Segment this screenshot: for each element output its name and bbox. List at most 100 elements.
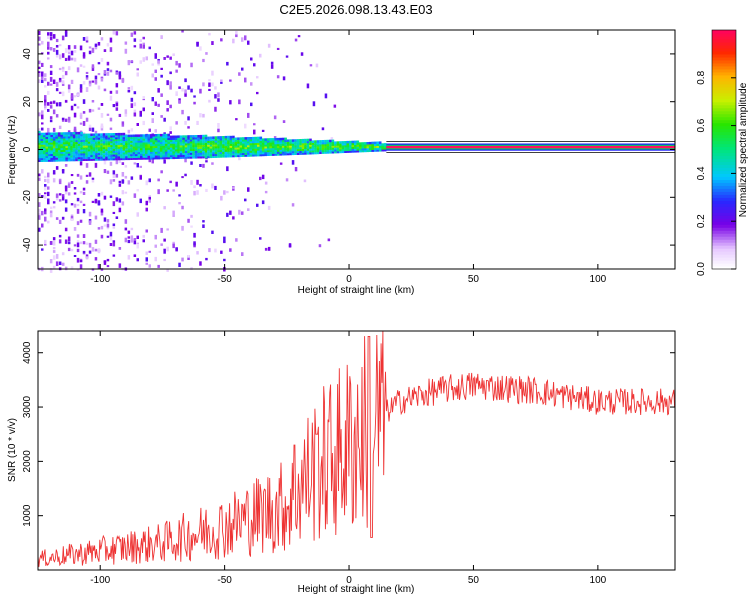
heatmap-cell xyxy=(286,149,290,152)
heatmap-cell xyxy=(48,149,51,153)
heatmap-cell xyxy=(70,50,74,56)
heatmap-cell xyxy=(90,156,93,159)
heatmap-cell xyxy=(339,143,342,146)
heatmap-cell xyxy=(217,145,220,149)
heatmap-cell xyxy=(109,95,113,101)
heatmap-cell xyxy=(82,203,86,206)
heatmap-cell xyxy=(105,133,108,136)
heatmap-cell xyxy=(197,146,200,149)
heatmap-cell xyxy=(219,155,223,158)
heatmap-cell xyxy=(199,261,202,266)
colorbar-cell xyxy=(712,92,736,97)
heatmap-cell xyxy=(257,136,260,140)
heatmap-cell xyxy=(174,145,178,148)
heatmap-cell xyxy=(57,145,61,149)
heatmap-cell xyxy=(291,145,295,148)
heatmap-cell xyxy=(209,136,213,139)
heatmap-cell xyxy=(211,183,214,189)
colorbar-tick-label: 0.8 xyxy=(696,70,707,84)
heatmap-cell xyxy=(150,141,153,145)
heatmap-cell xyxy=(197,135,200,138)
heatmap-cell xyxy=(133,112,137,117)
heatmap-cell xyxy=(163,238,166,242)
heatmap-cell xyxy=(112,140,116,144)
heatmap-cell xyxy=(364,142,367,145)
heatmap-cell xyxy=(127,134,131,138)
heatmap-cell xyxy=(70,139,73,143)
heatmap-cell xyxy=(55,217,59,220)
heatmap-cell xyxy=(44,175,47,179)
heatmap-cell xyxy=(100,77,104,82)
heatmap-cell xyxy=(70,134,73,137)
heatmap-cell xyxy=(324,141,327,145)
heatmap-cell xyxy=(349,142,352,146)
heatmap-cell xyxy=(117,152,121,155)
heatmap-cell xyxy=(122,157,126,161)
heatmap-cell xyxy=(72,158,76,162)
heatmap-cell xyxy=(184,139,188,142)
heatmap-cell xyxy=(82,81,86,85)
heatmap-cell xyxy=(154,156,158,160)
heatmap-cell xyxy=(40,153,44,157)
heatmap-cell xyxy=(106,43,110,47)
heatmap-cell xyxy=(197,150,200,153)
heatmap-cell xyxy=(107,146,111,149)
heatmap-cell xyxy=(177,135,180,138)
colorbar-cell xyxy=(712,107,736,112)
heatmap-cell xyxy=(279,145,282,148)
heatmap-cell xyxy=(79,64,83,67)
heatmap-cell xyxy=(117,157,121,161)
heatmap-cell xyxy=(234,150,238,154)
heatmap-cell xyxy=(178,86,181,89)
heatmap-cell xyxy=(282,76,286,81)
heatmap-cell xyxy=(117,144,121,147)
heatmap-cell xyxy=(224,135,228,139)
heatmap-cell xyxy=(117,142,121,145)
heatmap-cell xyxy=(284,147,287,150)
heatmap-cell xyxy=(259,142,263,145)
colorbar-cell xyxy=(712,182,736,186)
heatmap-cell xyxy=(259,140,263,143)
heatmap-cell xyxy=(212,145,215,149)
heatmap-cell xyxy=(366,142,370,145)
heatmap-cell xyxy=(247,208,250,211)
heatmap-cell xyxy=(57,134,61,137)
heatmap-cell xyxy=(112,133,116,136)
heatmap-cell xyxy=(125,136,128,140)
heatmap-cell xyxy=(150,155,153,158)
heatmap-cell xyxy=(110,138,113,142)
heatmap-cell xyxy=(339,141,342,144)
heatmap-cell xyxy=(94,257,98,261)
heatmap-cell xyxy=(49,36,53,41)
heatmap-cell xyxy=(366,143,370,147)
heatmap-cell xyxy=(139,39,142,42)
heatmap-cell xyxy=(105,140,108,144)
heatmap-cell xyxy=(169,85,172,90)
colorbar-cell xyxy=(712,89,736,94)
heatmap-cell xyxy=(237,154,240,158)
heatmap-cell xyxy=(159,137,163,141)
heatmap-cell xyxy=(181,257,184,262)
heatmap-cell xyxy=(112,136,116,140)
heatmap-cell xyxy=(80,137,83,141)
heatmap-cell xyxy=(82,191,86,195)
heatmap-cell xyxy=(107,138,111,142)
heatmap-cell xyxy=(125,151,128,155)
heatmap-cell xyxy=(254,138,258,142)
heatmap-cell xyxy=(100,103,104,106)
heatmap-cell xyxy=(77,141,81,144)
heatmap-cell xyxy=(252,138,255,142)
heatmap-cell xyxy=(154,155,158,158)
heatmap-cell xyxy=(205,52,208,55)
heatmap-cell xyxy=(217,128,220,133)
heatmap-cell xyxy=(137,134,141,137)
heatmap-cell xyxy=(319,147,322,151)
heatmap-cell xyxy=(142,147,146,151)
heatmap-cell xyxy=(75,149,78,152)
heatmap-cell xyxy=(192,137,195,140)
heatmap-cell xyxy=(232,152,235,156)
heatmap-cell xyxy=(122,150,126,153)
heatmap-cell xyxy=(148,196,151,200)
heatmap-cell xyxy=(67,137,71,141)
heatmap-cell xyxy=(261,149,265,153)
